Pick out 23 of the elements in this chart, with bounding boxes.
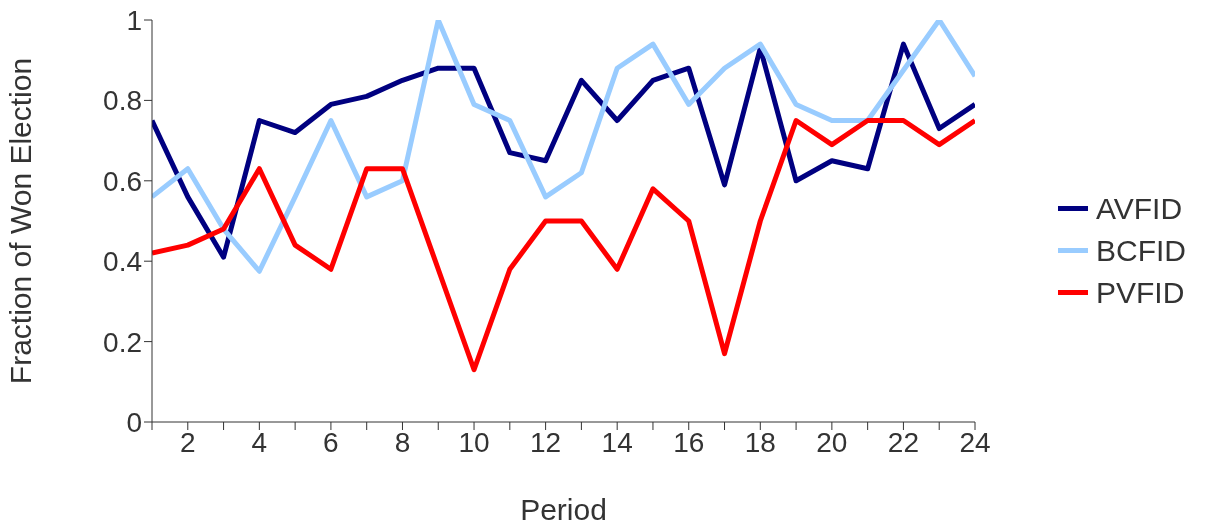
x-tick-label: 18 bbox=[744, 426, 776, 458]
x-tick-label: 8 bbox=[394, 426, 411, 458]
x-axis-title: Period bbox=[520, 493, 607, 526]
x-tick-label: 12 bbox=[530, 426, 562, 458]
x-tick-label: 2 bbox=[179, 426, 196, 458]
legend-label: AVFID bbox=[1096, 192, 1183, 226]
y-tick-label: 0.4 bbox=[103, 246, 142, 278]
x-tick-label: 4 bbox=[251, 426, 268, 458]
x-tick-label: 10 bbox=[458, 426, 490, 458]
x-tick-label: 6 bbox=[323, 426, 339, 458]
x-tick-label: 16 bbox=[673, 426, 705, 458]
x-tick-label: 22 bbox=[887, 426, 920, 458]
x-tick-label: 14 bbox=[601, 426, 633, 458]
x-tick-label: 20 bbox=[816, 426, 848, 458]
y-tick-label: 0.8 bbox=[103, 85, 142, 117]
legend-label: BCFID bbox=[1096, 234, 1186, 268]
legend-label: PVFID bbox=[1096, 276, 1185, 310]
y-tick-label: 0.6 bbox=[103, 165, 142, 197]
x-tick-label: 24 bbox=[959, 426, 991, 458]
y-tick-label: 0 bbox=[126, 406, 142, 438]
y-tick-label: 0.2 bbox=[103, 326, 142, 358]
y-tick-label: 1 bbox=[126, 4, 142, 36]
y-axis-title: Fraction of Won Election bbox=[3, 57, 37, 385]
